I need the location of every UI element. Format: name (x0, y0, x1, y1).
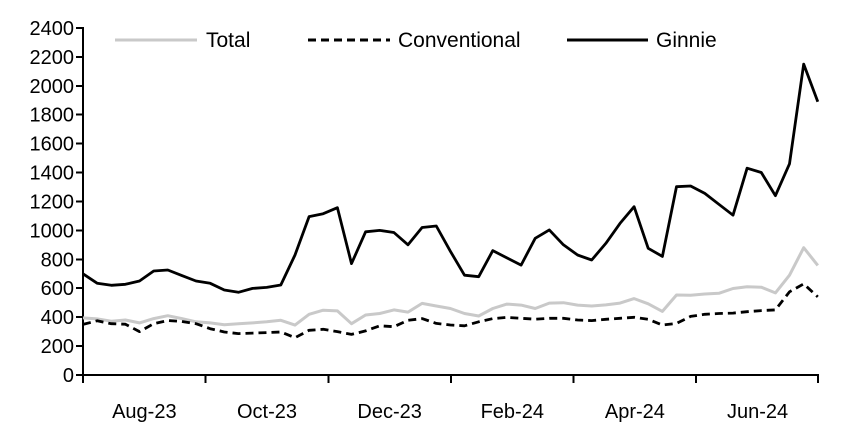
y-tick-label: 1200 (30, 191, 75, 213)
legend-label-conventional: Conventional (398, 29, 521, 52)
x-tick-label: Dec-23 (357, 401, 421, 423)
y-axis-ticks: 0 200 400 600 800 1000 1200 1400 1600 1800 2000 220… (30, 18, 83, 387)
x-axis-ticks: Aug-23 Oct-23 Dec-23 Feb-24 Apr-24 Jun-24 (82, 375, 819, 423)
legend-item-ginnie: Ginnie (567, 29, 717, 52)
legend-label-ginnie: Ginnie (656, 29, 717, 52)
x-tick-label: Jun-24 (727, 401, 788, 423)
x-tick-label: Feb-24 (481, 401, 544, 423)
y-tick-label: 2200 (30, 47, 75, 69)
y-tick-label: 1000 (30, 220, 75, 242)
y-tick-label: 600 (41, 278, 74, 300)
plot-series (82, 62, 820, 340)
y-tick-label: 2400 (30, 18, 75, 40)
y-tick-label: 2000 (30, 76, 75, 98)
y-tick-label: 400 (41, 307, 74, 329)
x-tick-label: Aug-23 (112, 401, 177, 423)
y-tick-label: 0 (63, 365, 74, 387)
legend: Total Conventional Ginnie (115, 29, 717, 52)
legend-label-total: Total (206, 29, 250, 52)
legend-item-total: Total (115, 29, 250, 52)
y-tick-label: 1600 (30, 134, 75, 156)
x-tick-label: Apr-24 (605, 401, 665, 423)
y-tick-label: 800 (41, 249, 74, 271)
series-line-ginnie (82, 62, 820, 294)
y-tick-label: 1800 (30, 105, 75, 127)
legend-item-conventional: Conventional (308, 29, 521, 52)
x-tick-label: Oct-23 (237, 401, 297, 423)
y-tick-label: 1400 (30, 163, 75, 185)
series-line-total (82, 246, 819, 327)
series-line-conventional (82, 282, 819, 340)
y-tick-label: 200 (41, 336, 74, 358)
